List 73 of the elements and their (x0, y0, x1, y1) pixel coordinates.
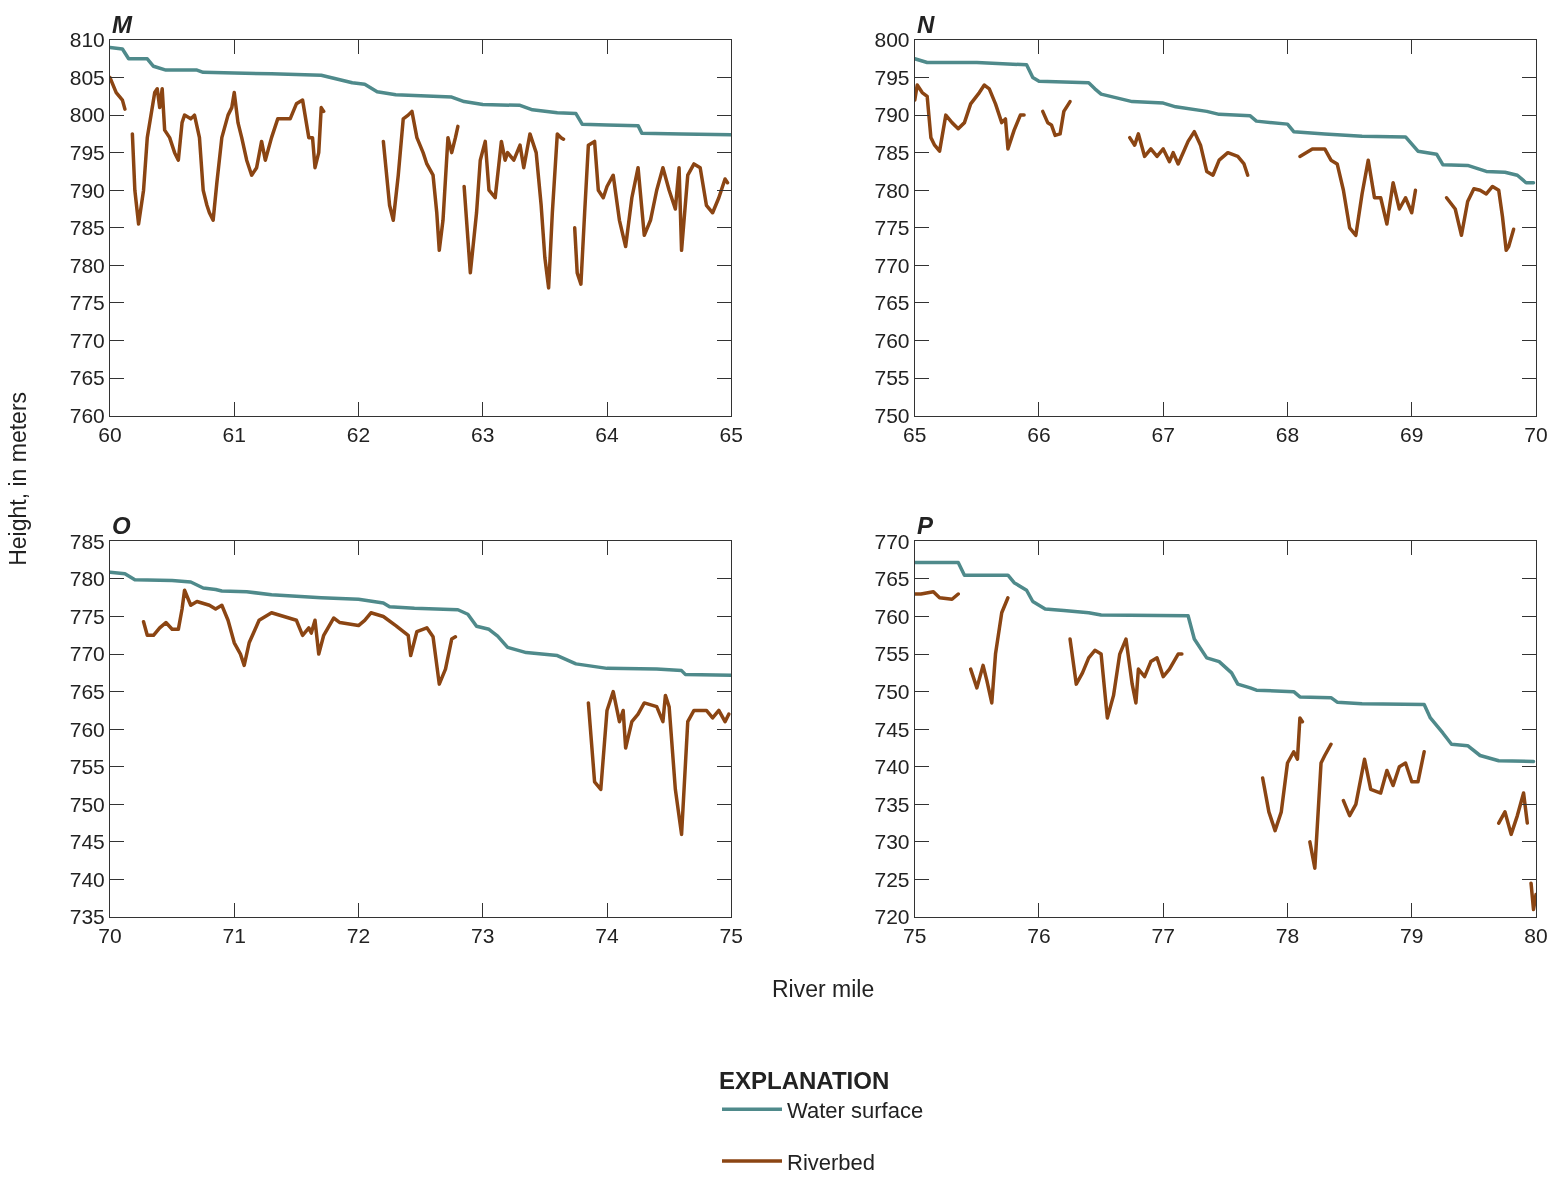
y-tick-label: 745 (69, 830, 105, 854)
chart-title: P (917, 512, 934, 539)
y-tick-label: 785 (69, 216, 105, 240)
y-tick-label: 750 (874, 680, 910, 703)
y-tick-label: 755 (874, 642, 910, 666)
y-tick-label: 795 (874, 65, 910, 89)
y-tick-label: 740 (69, 867, 105, 891)
x-tick-label: 65 (719, 422, 743, 446)
y-tick-label: 755 (874, 366, 910, 390)
y-tick-label: 775 (69, 604, 105, 628)
x-tick-label: 80 (1524, 924, 1548, 948)
y-tick-label: 735 (874, 792, 910, 816)
chart-title: N (917, 11, 935, 38)
x-tick-label: 71 (222, 924, 246, 948)
x-tick-label: 75 (719, 924, 743, 948)
y-tick-label: 760 (874, 328, 910, 352)
y-tick-label: 770 (874, 529, 910, 553)
x-tick-label: 78 (1275, 924, 1300, 948)
y-axis-title: Height, in meters (4, 391, 31, 566)
chart-title: M (112, 11, 133, 38)
y-tick-label: 775 (874, 216, 910, 240)
x-tick-label: 72 (346, 924, 371, 948)
x-tick-label: 76 (1027, 924, 1051, 948)
y-tick-label: 790 (874, 103, 910, 127)
y-tick-label: 805 (69, 65, 105, 89)
chart-title: O (112, 512, 131, 539)
y-tick-label: 780 (69, 567, 105, 591)
x-tick-label: 69 (1400, 422, 1424, 446)
line-series (110, 570, 732, 677)
y-tick-label: 785 (874, 141, 910, 165)
y-tick-label: 810 (69, 28, 105, 52)
x-tick-label: 61 (222, 422, 246, 446)
y-tick-label: 725 (874, 867, 910, 891)
y-tick-label: 750 (69, 792, 105, 816)
line-series (914, 560, 1536, 764)
y-tick-label: 760 (874, 604, 910, 628)
x-tick-label: 62 (346, 422, 371, 446)
y-tick-label: 765 (69, 680, 105, 703)
x-tick-label: 77 (1151, 924, 1175, 948)
x-tick-label: 64 (595, 422, 620, 446)
legend-label: Water surface (787, 1097, 924, 1123)
y-tick-label: 765 (874, 567, 910, 591)
y-tick-label: 770 (69, 642, 105, 666)
y-tick-label: 740 (874, 755, 910, 779)
x-tick-label: 63 (471, 422, 495, 446)
x-axis-title: River mile (772, 976, 875, 1002)
y-tick-label: 745 (874, 717, 910, 741)
y-tick-label: 765 (874, 291, 910, 315)
y-tick-label: 770 (874, 253, 910, 277)
y-tick-label: 800 (874, 28, 910, 52)
y-tick-label: 775 (69, 291, 105, 315)
y-tick-label: 780 (69, 253, 105, 277)
y-tick-label: 800 (69, 103, 105, 127)
y-tick-label: 755 (69, 755, 105, 779)
x-tick-label: 66 (1027, 422, 1051, 446)
y-tick-label: 785 (69, 529, 105, 553)
x-tick-label: 70 (1524, 422, 1548, 446)
y-tick-label: 780 (874, 178, 910, 202)
x-tick-label: 68 (1275, 422, 1300, 446)
y-tick-label: 790 (69, 178, 105, 202)
y-tick-label: 730 (874, 830, 910, 854)
y-tick-label: 795 (69, 141, 105, 165)
line-series (110, 45, 732, 137)
legend-label: Riverbed (787, 1149, 876, 1175)
line-series (914, 57, 1536, 185)
y-tick-label: 770 (69, 328, 105, 352)
y-tick-label: 760 (69, 717, 105, 741)
legend-title: EXPLANATION (719, 1066, 890, 1094)
x-tick-label: 74 (595, 924, 620, 948)
x-tick-label: 73 (471, 924, 495, 948)
x-tick-label: 79 (1400, 924, 1424, 948)
x-tick-label: 67 (1151, 422, 1175, 446)
y-tick-label: 765 (69, 366, 105, 390)
